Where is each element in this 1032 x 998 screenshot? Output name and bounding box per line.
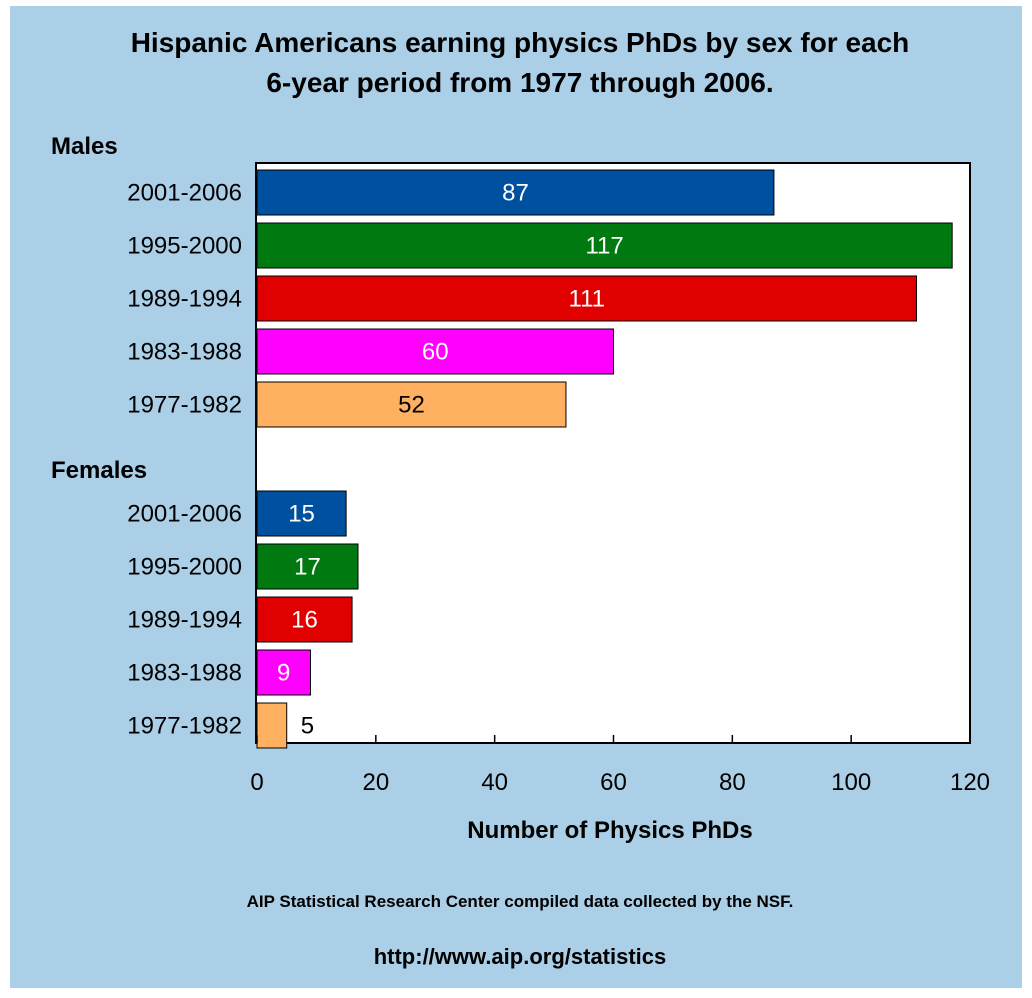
bar-males-1995-2000 (256, 222, 953, 269)
bar-males-1977-1982 (256, 381, 567, 428)
category-label-males-2001-2006: 2001-2006 (127, 180, 242, 207)
category-label-females-1995-2000: 1995-2000 (127, 554, 242, 581)
source-url: http://www.aip.org/statistics (374, 944, 667, 969)
x-tick-label-100: 100 (831, 769, 871, 796)
x-axis-label: Number of Physics PhDs (467, 817, 752, 844)
chart-title-line-1: Hispanic Americans earning physics PhDs … (131, 27, 910, 58)
data-label-males-2001-2006: 87 (502, 180, 529, 207)
category-labels: 2001-2006 1995-2000 1989-1994 1983-1988 1977… (127, 180, 242, 740)
x-tick-label-0: 0 (250, 769, 263, 796)
category-label-females-2001-2006: 2001-2006 (127, 501, 242, 528)
category-label-females-1977-1982: 1977-1982 (127, 713, 242, 740)
x-axis-ticks: 0 20 40 60 80 100 120 (250, 735, 990, 796)
data-label-males-1983-1988: 60 (422, 339, 449, 366)
bar-males-1983-1988 (256, 328, 614, 375)
data-label-males-1977-1982: 52 (398, 392, 425, 419)
bar-males-2001-2006 (256, 169, 775, 216)
source-note: AIP Statistical Research Center compiled… (247, 892, 794, 911)
data-label-females-1995-2000: 17 (294, 554, 321, 581)
category-label-females-1989-1994: 1989-1994 (127, 607, 242, 634)
group-label-females: Females (51, 457, 147, 484)
group-labels: Males Females (51, 133, 147, 484)
bar-females-2001-2006 (256, 490, 347, 537)
data-label-males-1989-1994: 111 (569, 286, 605, 313)
category-label-males-1977-1982: 1977-1982 (127, 392, 242, 419)
data-label-females-1989-1994: 16 (291, 607, 318, 634)
bar-females-1977-1982 (256, 702, 288, 749)
data-label-females-1977-1982: 5 (301, 713, 314, 740)
x-tick-label-20: 20 (362, 769, 389, 796)
category-label-males-1995-2000: 1995-2000 (127, 233, 242, 260)
bar-males-1989-1994 (256, 275, 918, 322)
x-tick-label-40: 40 (481, 769, 508, 796)
data-label-females-1983-1988: 9 (277, 660, 290, 687)
category-label-females-1983-1988: 1983-1988 (127, 660, 242, 687)
group-label-males: Males (51, 133, 118, 160)
x-tick-label-80: 80 (719, 769, 746, 796)
bar-females-1995-2000 (256, 543, 359, 590)
data-label-males-1995-2000: 117 (585, 233, 623, 260)
chart-title-line-2: 6-year period from 1977 through 2006. (266, 67, 773, 98)
bar-females-1989-1994 (256, 596, 353, 643)
bar-females-1983-1988 (256, 649, 311, 696)
category-label-males-1989-1994: 1989-1994 (127, 286, 242, 313)
data-label-females-2001-2006: 15 (288, 501, 315, 528)
category-label-males-1983-1988: 1983-1988 (127, 339, 242, 366)
x-tick-label-120: 120 (950, 769, 990, 796)
x-tick-label-60: 60 (600, 769, 627, 796)
